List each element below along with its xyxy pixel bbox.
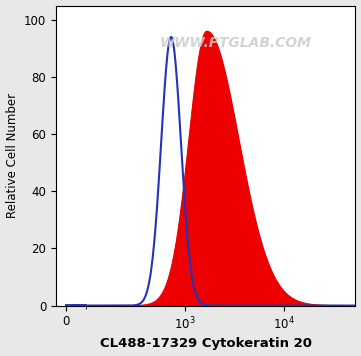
Y-axis label: Relative Cell Number: Relative Cell Number [5, 93, 18, 218]
Text: WWW.PTGLAB.COM: WWW.PTGLAB.COM [160, 36, 312, 49]
X-axis label: CL488-17329 Cytokeratin 20: CL488-17329 Cytokeratin 20 [100, 337, 312, 350]
